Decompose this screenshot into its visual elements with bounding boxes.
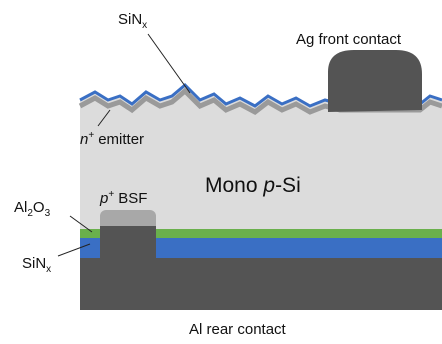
leader-line	[148, 34, 190, 93]
label-part: -Si	[275, 174, 301, 197]
label-part: +	[88, 130, 94, 141]
label-part: Ag front contact	[296, 31, 402, 48]
label-sinx-top: SiNx	[118, 11, 147, 31]
label-part: Al rear contact	[189, 321, 287, 338]
cell-diagram: SiNx Ag front contact n+emitter Mono p-S…	[0, 0, 442, 344]
label-al-contact: Al rear contact	[189, 321, 287, 338]
label-part: SiN	[118, 11, 142, 28]
label-part: SiN	[22, 255, 46, 272]
label-bsf: p+ BSF	[99, 189, 147, 207]
label-sinx-rear: SiNx	[22, 255, 51, 275]
label-part: O	[33, 199, 45, 216]
label-part: p	[262, 174, 275, 197]
label-part: emitter	[98, 131, 144, 148]
label-bulk: Mono p-Si	[205, 174, 301, 197]
label-al2o3: Al2O3	[14, 199, 51, 219]
ag-contact	[328, 50, 422, 112]
label-part: +	[108, 189, 114, 200]
label-part: x	[142, 20, 147, 31]
label-part: BSF	[118, 190, 147, 207]
label-part: Al	[14, 199, 27, 216]
rear-contact-opening	[100, 226, 156, 258]
label-part: 3	[45, 208, 51, 219]
label-part: x	[46, 264, 51, 275]
al-rear-layer	[80, 258, 442, 310]
label-ag-contact: Ag front contact	[296, 31, 402, 48]
label-part: n	[80, 131, 88, 148]
label-part: p	[99, 190, 108, 207]
label-part: Mono	[205, 174, 263, 197]
